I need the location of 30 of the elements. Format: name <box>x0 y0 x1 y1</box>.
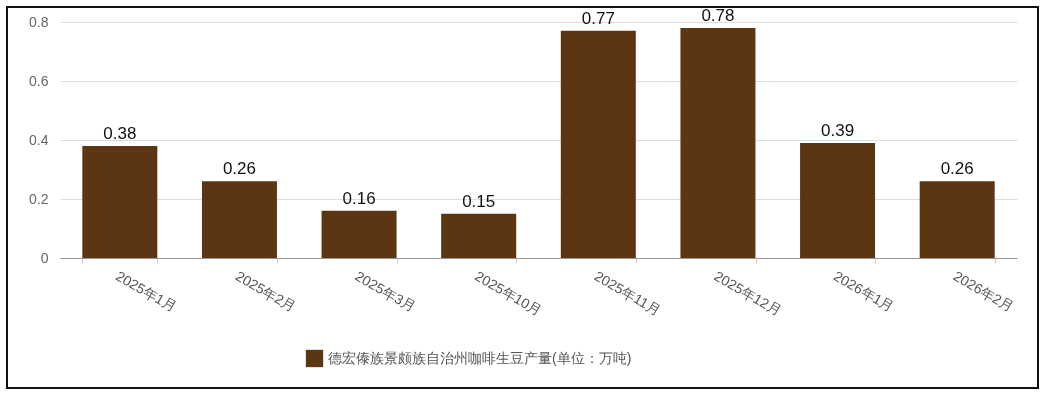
data-label: 0.78 <box>701 5 735 25</box>
bar <box>82 145 158 258</box>
bar <box>800 142 876 258</box>
data-label: 0.77 <box>581 8 615 28</box>
y-tick-label: 0.8 <box>29 13 49 30</box>
bar <box>321 210 397 258</box>
bar <box>441 213 517 258</box>
x-tick-label: 2025年1月 <box>113 267 180 316</box>
data-label: 0.26 <box>940 159 974 179</box>
bar <box>560 30 636 258</box>
y-tick-label: 0 <box>40 249 49 266</box>
x-tick-label: 2025年3月 <box>352 267 419 316</box>
x-tick-label: 2026年1月 <box>831 267 898 316</box>
data-label: 0.39 <box>821 120 855 140</box>
bar <box>680 27 756 258</box>
legend-label: 德宏傣族景颇族自治州咖啡生豆产量(单位：万吨) <box>328 349 632 366</box>
data-label: 0.26 <box>222 159 256 179</box>
x-tick-label: 2025年11月 <box>591 267 664 319</box>
x-tick-label: 2025年2月 <box>232 267 299 316</box>
data-label: 0.16 <box>342 188 376 208</box>
y-tick-label: 0.6 <box>29 72 49 89</box>
data-label: 0.15 <box>462 191 496 211</box>
bar <box>919 181 995 258</box>
bar <box>201 181 277 258</box>
y-tick-label: 0.4 <box>29 131 49 148</box>
x-tick-label: 2026年2月 <box>950 267 1017 316</box>
data-label: 0.38 <box>103 123 137 143</box>
x-tick-label: 2025年12月 <box>711 267 785 319</box>
y-tick-label: 0.2 <box>29 190 49 207</box>
x-tick-label: 2025年10月 <box>472 267 545 319</box>
